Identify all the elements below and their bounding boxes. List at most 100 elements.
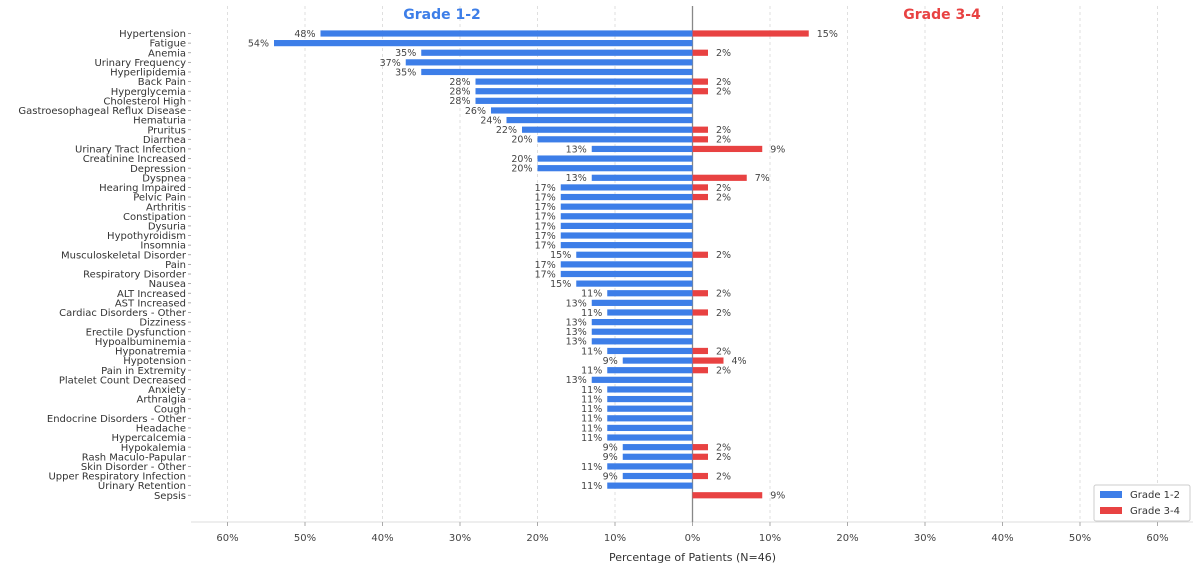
value-label-grade-3-4: 2%: [716, 366, 731, 377]
x-tick-label: 40%: [371, 533, 393, 544]
bar-grade-1-2: [560, 261, 693, 268]
bar-grade-3-4: [692, 136, 708, 143]
value-label-grade-1-2: 11%: [581, 308, 602, 319]
bar-grade-1-2: [560, 242, 693, 249]
header-grade-1-2: Grade 1-2: [403, 7, 481, 23]
category-label: Back Pain: [138, 77, 186, 88]
category-label: Fatigue: [150, 39, 187, 50]
bar-grade-3-4: [692, 193, 708, 201]
legend-swatch-grade-1-2: [1100, 491, 1122, 498]
bar-grade-1-2: [522, 126, 693, 133]
legend-label-grade-1-2: Grade 1-2: [1130, 490, 1180, 501]
category-label: Rash Maculo-Papular: [82, 452, 187, 463]
category-label: Cardiac Disorders - Other: [59, 308, 187, 319]
category-label: Headache: [136, 424, 186, 435]
bar-grade-3-4: [692, 174, 747, 181]
value-label-grade-1-2: 35%: [395, 67, 416, 78]
x-tick-label: 60%: [1146, 533, 1168, 544]
value-label-grade-1-2: 11%: [581, 289, 602, 300]
bar-grade-1-2: [537, 155, 693, 162]
bar-grade-1-2: [560, 203, 693, 210]
x-tick-label: 30%: [914, 533, 936, 544]
bar-grade-1-2: [537, 136, 693, 143]
category-label: Arthralgia: [137, 395, 186, 406]
value-label-grade-1-2: 15%: [550, 279, 571, 290]
bar-grade-1-2: [320, 30, 693, 37]
bar-grade-1-2: [622, 444, 693, 451]
category-label: ALT Increased: [117, 289, 186, 300]
bar-grade-1-2: [607, 405, 693, 412]
legend-label-grade-3-4: Grade 3-4: [1130, 506, 1180, 517]
x-tick-label: 30%: [449, 533, 471, 544]
value-label-grade-3-4: 7%: [755, 173, 770, 184]
value-label-grade-3-4: 2%: [716, 471, 731, 482]
bar-grade-1-2: [475, 97, 693, 104]
value-label-grade-3-4: 2%: [716, 289, 731, 300]
bar-grade-1-2: [560, 184, 693, 191]
value-label-grade-1-2: 17%: [535, 221, 556, 232]
category-label: Hyperlipidemia: [110, 68, 186, 79]
x-tick-label: 60%: [216, 533, 238, 544]
bar-grade-1-2: [576, 280, 693, 287]
bar-grade-1-2: [491, 107, 693, 114]
category-label: Hypokalemia: [121, 443, 186, 454]
category-label: Hematuria: [133, 116, 186, 127]
bar-grade-1-2: [622, 453, 693, 460]
category-label: Gastroesophageal Reflux Disease: [18, 106, 186, 117]
value-label-grade-3-4: 2%: [716, 87, 731, 98]
category-label: Sepsis: [154, 491, 186, 502]
category-label: Dizziness: [139, 318, 186, 329]
bar-grade-3-4: [692, 492, 763, 499]
category-label: Creatinine Increased: [83, 154, 186, 165]
bar-grade-1-2: [607, 395, 693, 403]
bar-grade-1-2: [591, 319, 693, 326]
value-label-grade-3-4: 4%: [732, 356, 747, 367]
bar-grade-3-4: [692, 357, 724, 364]
value-label-grade-1-2: 13%: [566, 144, 587, 155]
value-label-grade-1-2: 28%: [449, 77, 470, 88]
bar-grade-1-2: [421, 49, 693, 56]
value-label-grade-3-4: 2%: [716, 125, 731, 136]
value-label-grade-3-4: 2%: [716, 135, 731, 146]
value-label-grade-1-2: 11%: [581, 385, 602, 396]
value-label-grade-1-2: 13%: [566, 298, 587, 309]
bar-grade-1-2: [274, 40, 693, 47]
category-label: Urinary Frequency: [94, 58, 186, 69]
value-label-grade-1-2: 28%: [449, 96, 470, 107]
category-label: Anxiety: [148, 385, 186, 396]
category-label: Respiratory Disorder: [83, 270, 187, 281]
bar-grade-3-4: [692, 347, 708, 355]
bar-grade-3-4: [692, 290, 708, 297]
value-label-grade-1-2: 28%: [449, 87, 470, 98]
value-label-grade-1-2: 17%: [535, 192, 556, 203]
category-label: Depression: [130, 164, 186, 175]
bar-grade-1-2: [591, 338, 693, 345]
value-label-grade-3-4: 2%: [716, 250, 731, 261]
value-label-grade-1-2: 13%: [566, 375, 587, 386]
value-label-grade-3-4: 2%: [716, 452, 731, 463]
value-label-grade-1-2: 37%: [380, 58, 401, 69]
value-label-grade-1-2: 11%: [581, 423, 602, 434]
category-label: Cough: [154, 404, 186, 415]
bar-grade-1-2: [591, 299, 693, 306]
x-tick-label: 20%: [836, 533, 858, 544]
value-label-grade-1-2: 54%: [248, 39, 269, 50]
value-label-grade-1-2: 9%: [603, 443, 618, 454]
bar-grade-3-4: [692, 367, 708, 374]
bar-grade-3-4: [692, 184, 708, 191]
category-label: Cholesterol High: [103, 96, 186, 107]
category-label: Hyponatremia: [115, 347, 186, 358]
bar-grade-1-2: [591, 174, 693, 181]
category-label: Upper Respiratory Infection: [48, 472, 186, 483]
value-label-grade-1-2: 17%: [535, 260, 556, 271]
bar-grade-3-4: [692, 444, 708, 451]
value-label-grade-3-4: 2%: [716, 443, 731, 454]
x-tick-label: 10%: [759, 533, 781, 544]
category-label: Insomnia: [140, 241, 186, 252]
value-label-grade-1-2: 17%: [535, 183, 556, 194]
bar-grade-1-2: [421, 68, 693, 76]
bar-grade-3-4: [692, 49, 708, 56]
category-label: Arthritis: [146, 202, 186, 213]
